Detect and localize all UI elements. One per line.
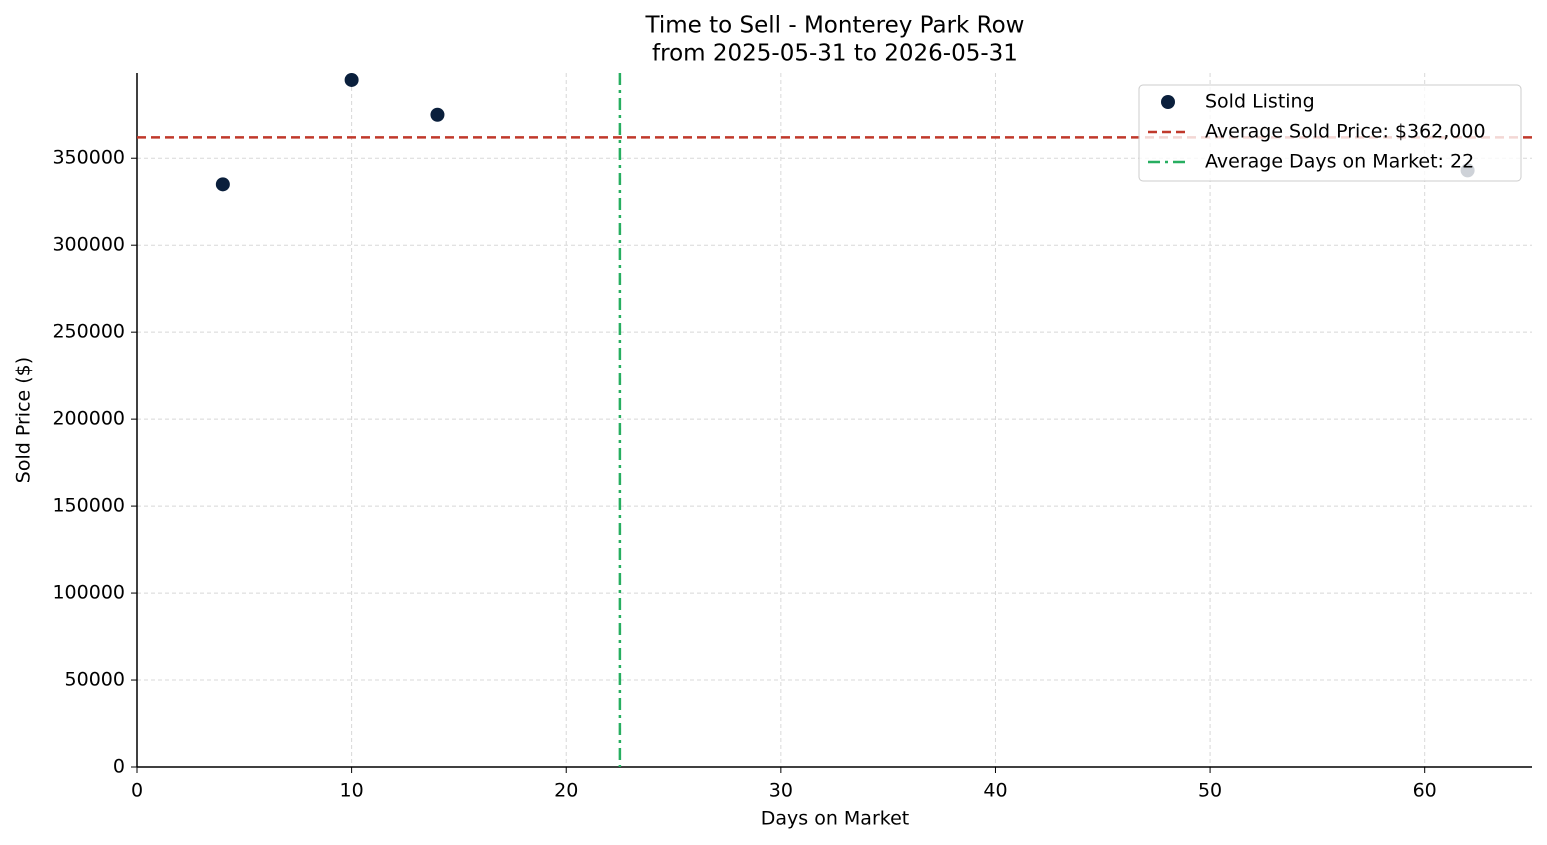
point <box>430 107 445 122</box>
y-tick-label: 0 <box>113 756 125 778</box>
legend-marker <box>1161 95 1175 109</box>
chart-title: Time to Sell - Monterey Park Row <box>645 13 1025 39</box>
y-tick-label: 350000 <box>52 147 125 169</box>
y-tick-label: 300000 <box>52 234 125 256</box>
x-tick-label: 40 <box>983 780 1007 802</box>
x-tick-label: 20 <box>554 780 578 802</box>
y-tick-label: 50000 <box>65 669 125 691</box>
x-tick-label: 30 <box>769 780 793 802</box>
point <box>344 72 359 87</box>
y-tick-label: 250000 <box>52 321 125 343</box>
legend-label: Average Sold Price: $362,000 <box>1205 121 1486 143</box>
x-tick-label: 60 <box>1413 780 1437 802</box>
chart-subtitle: from 2025-05-31 to 2026-05-31 <box>652 41 1018 67</box>
y-tick-label: 200000 <box>52 408 125 430</box>
x-tick-label: 0 <box>131 780 143 802</box>
x-tick-label: 50 <box>1198 780 1222 802</box>
point <box>215 177 230 192</box>
x-axis-label: Days on Market <box>761 808 909 830</box>
y-axis-label: Sold Price ($) <box>13 357 35 483</box>
y-tick-label: 100000 <box>52 582 125 604</box>
y-tick-label: 150000 <box>52 495 125 517</box>
legend-box <box>1138 84 1522 182</box>
x-tick-label: 10 <box>340 780 364 802</box>
legend-label: Sold Listing <box>1205 91 1315 113</box>
legend-label: Average Days on Market: 22 <box>1205 151 1474 173</box>
